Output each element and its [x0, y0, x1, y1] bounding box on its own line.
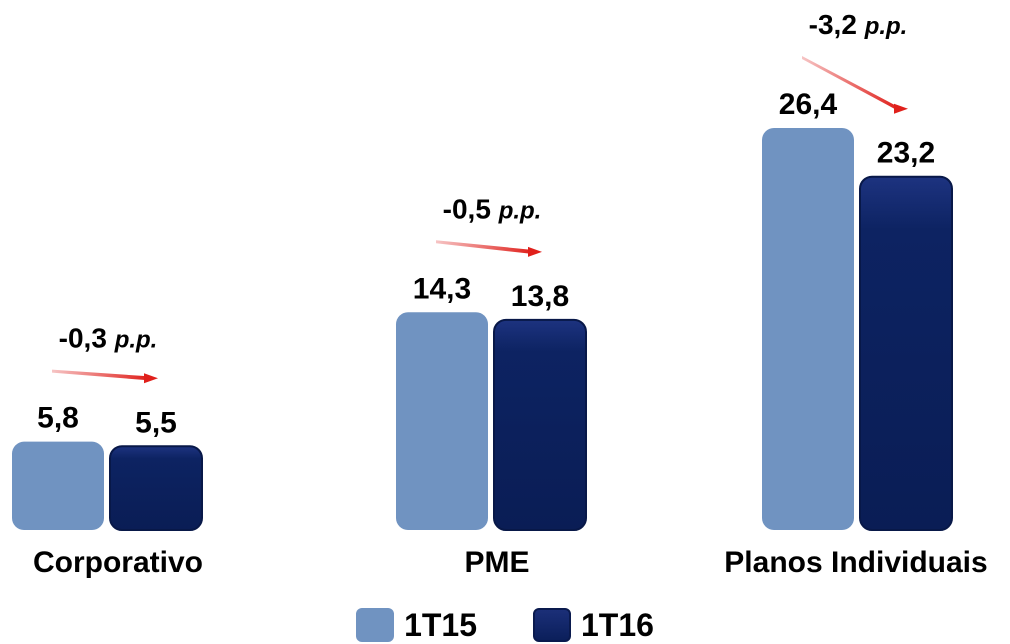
change-annotation-planos-individuais: -3,2 p.p. — [809, 9, 908, 40]
data-label-1t16-planos-individuais: 23,2 — [877, 137, 935, 170]
trend-arrow-pme — [436, 240, 532, 254]
legend-swatch-1t16 — [533, 608, 571, 642]
bar-1t16-corporativo — [109, 445, 203, 531]
category-label-planos-individuais: Planos Individuais — [724, 546, 987, 579]
trend-arrow-head-planos-individuais — [894, 103, 908, 114]
legend-label-1t15: 1T15 — [404, 606, 477, 643]
trend-arrow-planos-individuais — [802, 56, 898, 111]
trend-arrow-head-pme — [528, 246, 542, 257]
bar-1t15-planos-individuais — [762, 128, 854, 530]
legend: 1T15 1T16 — [0, 606, 1010, 644]
category-label-pme: PME — [464, 546, 529, 579]
legend-label-1t16: 1T16 — [581, 606, 654, 643]
legend-swatch-1t15 — [356, 608, 395, 642]
data-label-1t16-pme: 13,8 — [511, 280, 569, 313]
trend-arrow-corporativo — [52, 369, 148, 381]
data-label-1t15-pme: 14,3 — [413, 272, 471, 305]
category-label-corporativo: Corporativo — [33, 546, 203, 579]
bar-1t16-planos-individuais — [859, 175, 953, 532]
legend-item-1t15: 1T15 — [356, 607, 477, 644]
legend-item-1t16: 1T16 — [533, 607, 654, 644]
bar-1t15-corporativo — [12, 441, 104, 530]
data-label-1t15-planos-individuais: 26,4 — [779, 88, 838, 121]
bar-1t16-pme — [493, 318, 587, 532]
change-annotation-corporativo: -0,3 p.p. — [59, 323, 158, 354]
data-label-1t16-corporativo: 5,5 — [135, 406, 177, 439]
change-annotation-pme: -0,5 p.p. — [443, 193, 542, 224]
data-label-1t15-corporativo: 5,8 — [37, 402, 79, 435]
bar-1t15-pme — [396, 312, 488, 530]
trend-arrow-head-corporativo — [144, 373, 158, 384]
